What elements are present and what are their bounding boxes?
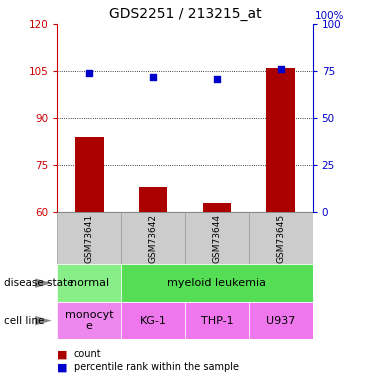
Polygon shape bbox=[35, 278, 52, 288]
Bar bbox=[139, 187, 168, 212]
Bar bbox=[57, 264, 121, 302]
Bar bbox=[266, 68, 295, 212]
Bar bbox=[121, 264, 313, 302]
Bar bbox=[121, 302, 185, 339]
Text: 100%: 100% bbox=[314, 10, 344, 21]
Bar bbox=[202, 202, 231, 212]
Text: percentile rank within the sample: percentile rank within the sample bbox=[74, 363, 239, 372]
Text: ■: ■ bbox=[57, 350, 68, 359]
Text: cell line: cell line bbox=[4, 316, 44, 326]
Bar bbox=[249, 302, 313, 339]
Text: count: count bbox=[74, 350, 102, 359]
Text: monocyt
e: monocyt e bbox=[65, 310, 114, 332]
Bar bbox=[75, 137, 104, 212]
Point bbox=[150, 74, 156, 80]
Text: GSM73642: GSM73642 bbox=[149, 214, 158, 262]
Bar bbox=[57, 302, 121, 339]
Text: disease state: disease state bbox=[4, 278, 73, 288]
Point bbox=[214, 76, 220, 82]
Title: GDS2251 / 213215_at: GDS2251 / 213215_at bbox=[109, 7, 261, 21]
Bar bbox=[185, 302, 249, 339]
Point bbox=[278, 66, 284, 72]
Bar bbox=[249, 212, 313, 264]
Bar bbox=[185, 212, 249, 264]
Text: THP-1: THP-1 bbox=[201, 316, 233, 326]
Polygon shape bbox=[35, 316, 52, 326]
Text: myeloid leukemia: myeloid leukemia bbox=[167, 278, 266, 288]
Text: GSM73645: GSM73645 bbox=[276, 214, 285, 262]
Bar bbox=[121, 212, 185, 264]
Text: KG-1: KG-1 bbox=[139, 316, 166, 326]
Text: GSM73644: GSM73644 bbox=[212, 214, 221, 262]
Text: ■: ■ bbox=[57, 363, 68, 372]
Text: U937: U937 bbox=[266, 316, 295, 326]
Text: normal: normal bbox=[70, 278, 109, 288]
Point bbox=[86, 70, 92, 76]
Text: GSM73641: GSM73641 bbox=[85, 214, 94, 262]
Bar bbox=[57, 212, 121, 264]
